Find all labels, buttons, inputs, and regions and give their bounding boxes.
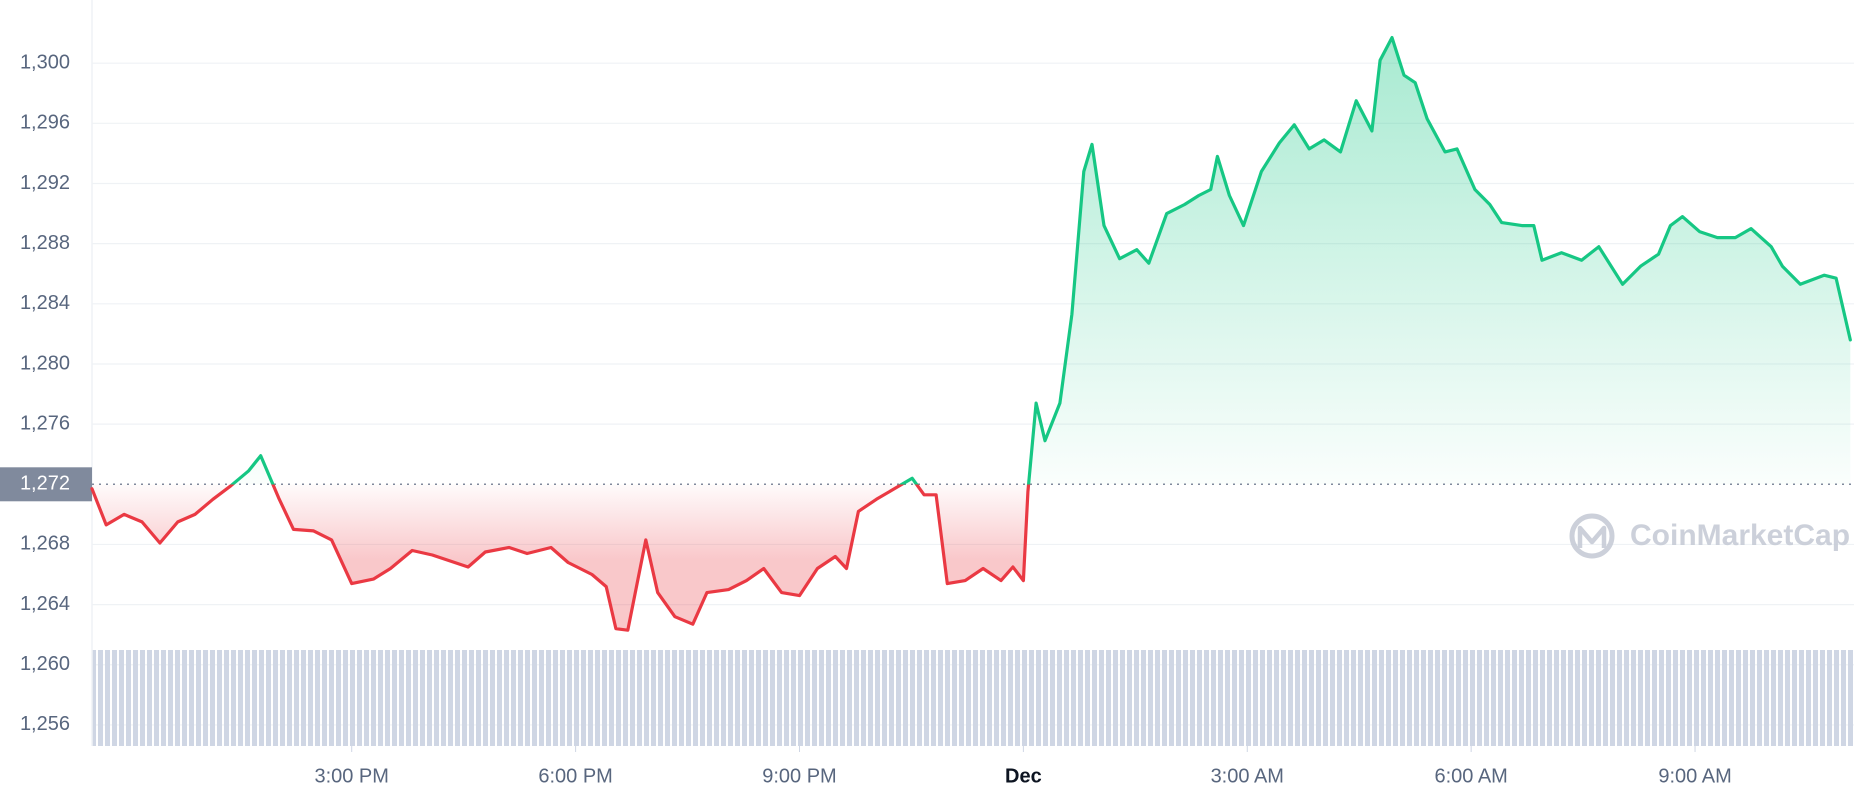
y-tick-label: 1,264 (20, 593, 70, 615)
y-tick-label: 1,296 (20, 112, 70, 134)
watermark-logo-m (1577, 525, 1607, 548)
x-tick-label: 6:00 PM (538, 765, 612, 787)
y-tick-label: 1,300 (20, 51, 70, 73)
x-tick-label: 6:00 AM (1434, 765, 1507, 787)
x-tick-label: 9:00 AM (1658, 765, 1731, 787)
y-tick-label: 1,276 (20, 412, 70, 434)
watermark: CoinMarketCap (1569, 513, 1850, 559)
baseline-label-box (0, 467, 92, 502)
x-tick-label: Dec (1005, 765, 1042, 787)
y-tick-label: 1,292 (20, 172, 70, 194)
volume-band (92, 650, 1854, 746)
price-line (90, 36, 1852, 632)
area (92, 37, 1851, 631)
baseline-label: 1,272 (20, 473, 70, 495)
x-tick-label: 3:00 PM (314, 765, 388, 787)
y-tick-label: 1,280 (20, 352, 70, 374)
y-tick-label: 1,288 (20, 232, 70, 254)
x-tick-label: 9:00 PM (762, 765, 836, 787)
x-tick-label: 3:00 AM (1211, 765, 1284, 787)
watermark-text: CoinMarketCap (1630, 519, 1850, 552)
watermark-logo (1569, 513, 1615, 559)
y-tick-label: 1,260 (20, 653, 70, 675)
y-tick-label: 1,284 (20, 292, 70, 314)
y-tick-label: 1,268 (20, 533, 70, 555)
y-tick-label: 1,256 (20, 713, 70, 735)
